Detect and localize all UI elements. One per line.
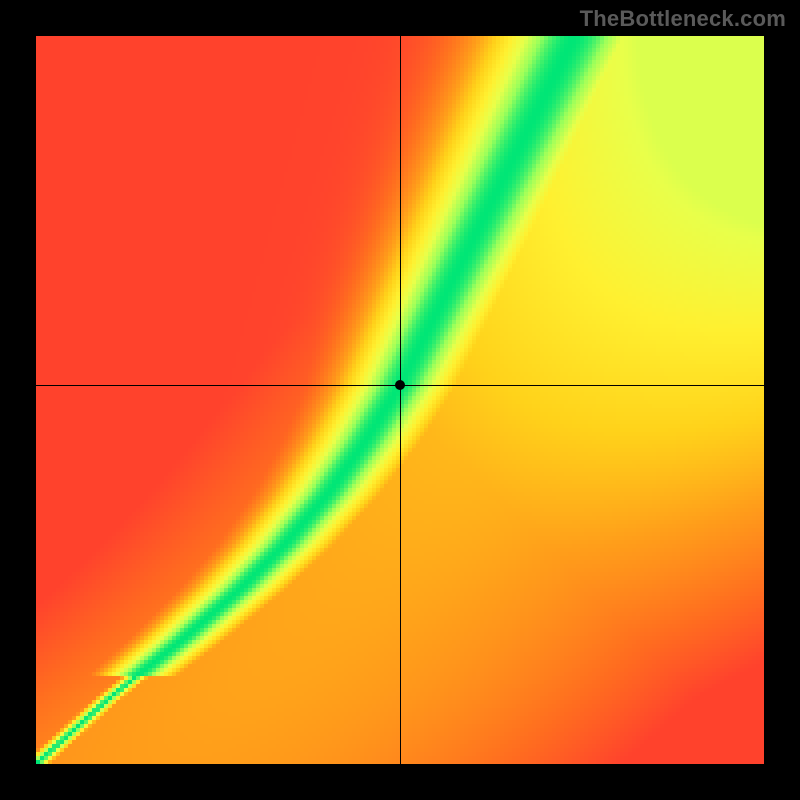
chart-container: TheBottleneck.com [0, 0, 800, 800]
watermark-text: TheBottleneck.com [580, 6, 786, 32]
bottleneck-heatmap [36, 36, 764, 764]
